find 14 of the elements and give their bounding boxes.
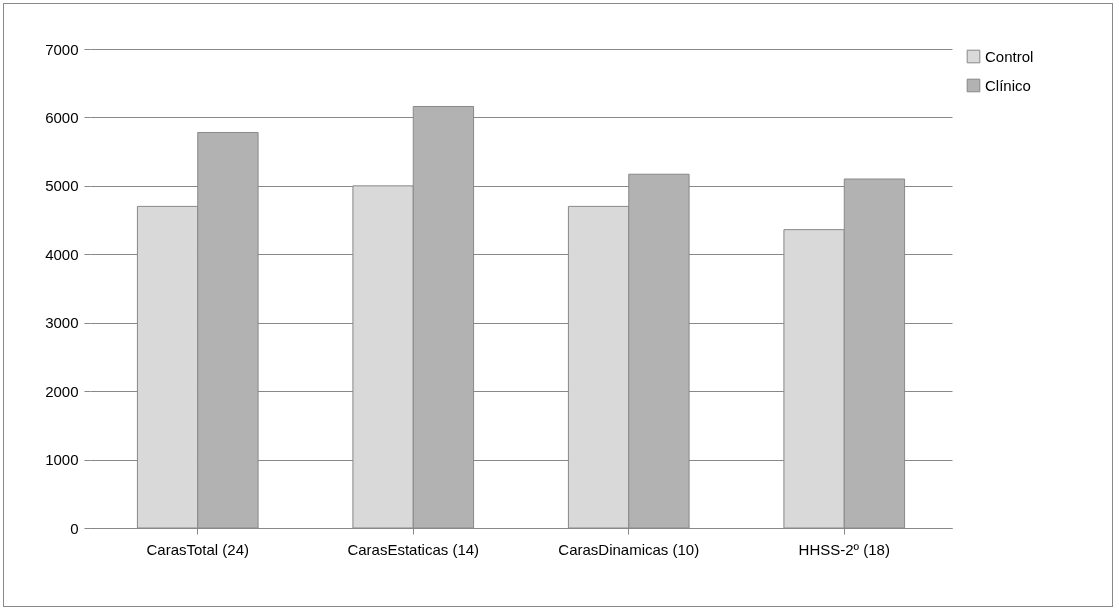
y-tick-label: 1000 xyxy=(45,451,79,469)
legend-label: Control xyxy=(985,47,1034,65)
y-tick-label: 2000 xyxy=(45,382,79,400)
x-tick-label: CarasTotal (24) xyxy=(146,540,250,558)
legend-label: Clínico xyxy=(985,76,1031,94)
y-tick-label: 5000 xyxy=(45,177,79,195)
y-tick-label: 3000 xyxy=(45,314,79,332)
x-tick-label: CarasEstaticas (14) xyxy=(347,540,480,558)
x-tick-label: HHSS-2º (18) xyxy=(798,540,890,558)
y-tick-label: 6000 xyxy=(45,108,79,126)
y-tick-label: 4000 xyxy=(45,245,79,263)
y-tick-label: 0 xyxy=(70,519,79,537)
x-tick-label: CarasDinamicas (10) xyxy=(558,540,700,558)
y-tick-label: 7000 xyxy=(45,40,79,58)
